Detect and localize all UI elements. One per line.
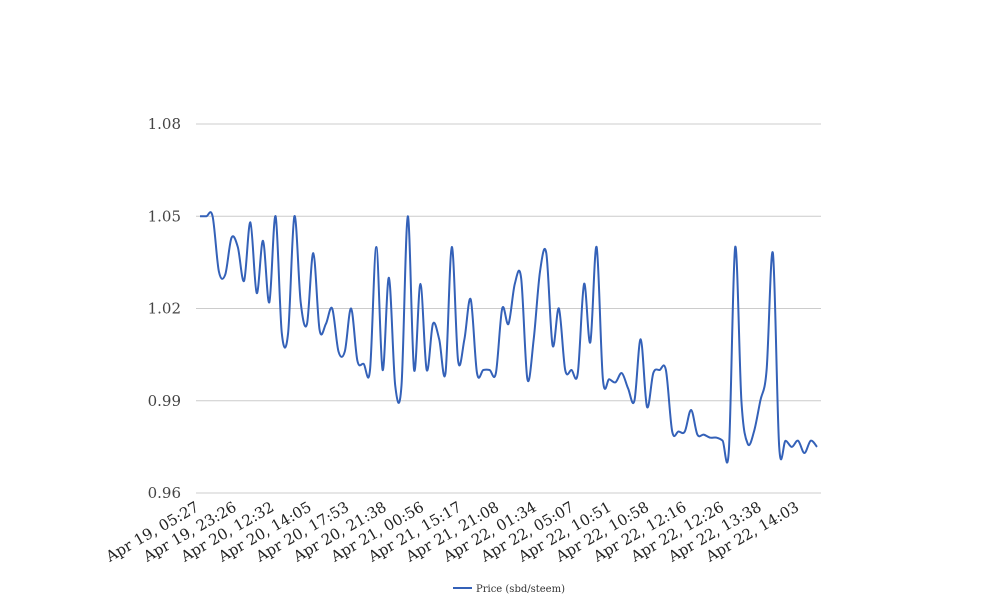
y-tick-label: 0.96 — [148, 484, 181, 502]
legend-label: Price (sbd/steem) — [476, 584, 565, 595]
series-lines — [200, 211, 818, 464]
series-line-price — [200, 211, 818, 464]
y-tick-label: 0.99 — [148, 392, 181, 410]
y-tick-label: 1.08 — [148, 115, 181, 133]
y-tick-label: 1.02 — [148, 300, 181, 318]
y-tick-label: 1.05 — [148, 207, 181, 225]
gridlines — [196, 123, 821, 494]
legend[interactable]: Price (sbd/steem) — [453, 584, 565, 595]
y-axis-tick-labels: 0.96 0.99 1.02 1.05 1.08 — [148, 115, 181, 502]
